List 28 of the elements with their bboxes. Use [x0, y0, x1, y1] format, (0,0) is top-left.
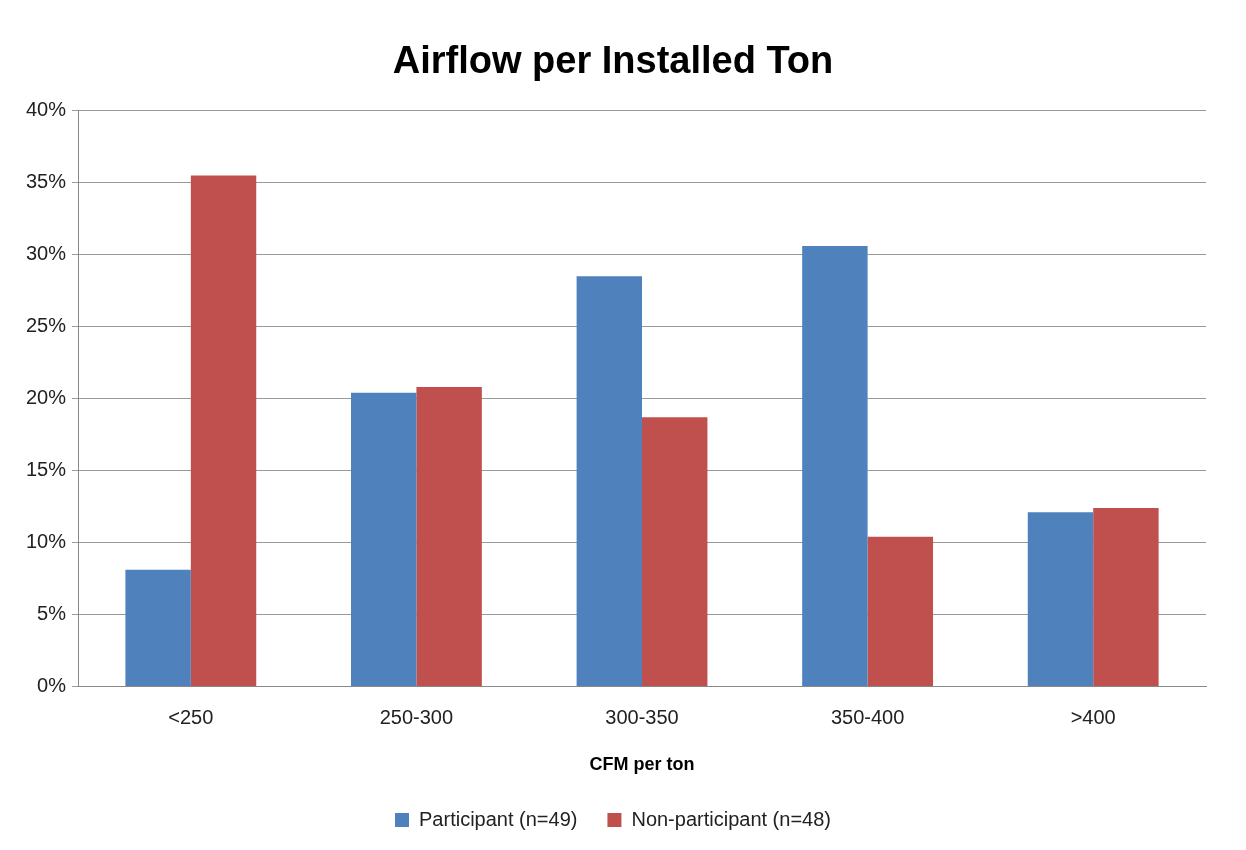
chart-title: Airflow per Installed Ton: [392, 39, 834, 82]
y-tick-label: 40%: [26, 98, 67, 121]
x-tick-label: 300-350: [605, 705, 679, 728]
y-tick-label: 20%: [26, 386, 67, 409]
y-tick-label: 25%: [26, 314, 67, 337]
y-tick-label: 35%: [26, 170, 67, 193]
x-tick-label: <250: [168, 705, 214, 728]
bar: [642, 417, 708, 686]
bar: [802, 245, 868, 686]
x-axis-title: CFM per ton: [589, 754, 695, 775]
y-tick-label: 5%: [37, 601, 67, 624]
y-tick-label: 15%: [26, 457, 67, 480]
legend-label: Participant (n=49): [419, 807, 578, 830]
bar: [576, 276, 643, 686]
bar: [1093, 507, 1159, 686]
bar: [416, 386, 482, 686]
bar: [1027, 512, 1094, 686]
bar: [125, 569, 191, 686]
x-tick-label: 350-400: [830, 705, 905, 728]
x-tick-label: 250-300: [379, 705, 454, 728]
y-tick-label: 30%: [26, 242, 67, 265]
legend-label: Non-participant (n=48): [631, 807, 831, 830]
x-tick-label: >400: [1070, 705, 1116, 728]
bar: [867, 536, 934, 686]
y-tick-label: 10%: [26, 529, 67, 552]
bar: [190, 175, 257, 686]
bar: [351, 392, 417, 686]
y-tick-label: 0%: [37, 673, 67, 696]
